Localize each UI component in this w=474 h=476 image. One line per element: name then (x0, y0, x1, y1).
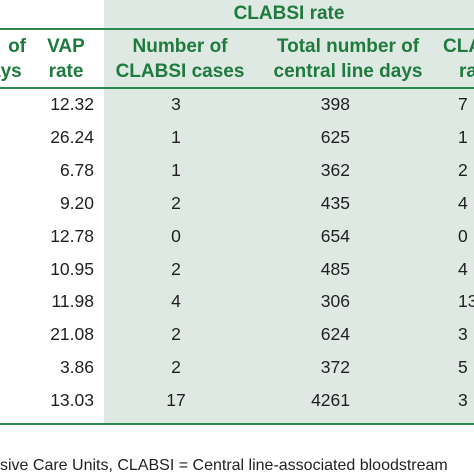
cell-clabsi-cases: 3 (171, 94, 181, 114)
header-vap-line1: VAP (47, 36, 85, 57)
cell-clabsi-cases: 2 (171, 193, 181, 213)
header-rate-line2: ra (459, 61, 474, 82)
cell-clabsi-rate: 1 (458, 127, 468, 147)
cell-central-line-days: 372 (320, 357, 350, 377)
table-bottom-rule (0, 423, 474, 425)
cell-central-line-days: 4261 (311, 390, 350, 410)
header-col0-line1: of (8, 36, 26, 57)
footnote: sive Care Units, CLABSI = Central line-a… (0, 457, 448, 474)
header-divider-bottom (0, 87, 474, 89)
cell-central-line-days: 435 (320, 193, 350, 213)
cell-clabsi-rate: 4 (458, 193, 468, 213)
group-header-clabsi-rate: CLABSI rate (233, 3, 345, 24)
cell-vap-rate: 10.95 (50, 259, 94, 279)
header-days-line1: Total number of (276, 36, 420, 57)
cell-vap-rate: 21.08 (50, 324, 94, 344)
cell-vap-rate: 13.03 (50, 390, 94, 410)
cell-clabsi-rate: 7 (458, 94, 468, 114)
header-cases-line2: CLABSI cases (115, 61, 245, 82)
cell-vap-rate: 6.78 (59, 160, 94, 180)
cell-clabsi-cases: 17 (166, 390, 186, 410)
cell-vap-rate: 12.78 (50, 226, 94, 246)
header-col0-line2: ays (0, 61, 22, 82)
cell-clabsi-rate: 3 (458, 324, 468, 344)
cell-clabsi-rate: 5 (458, 357, 468, 377)
cell-clabsi-cases: 2 (171, 357, 181, 377)
cell-vap-rate: 3.86 (59, 357, 94, 377)
cell-clabsi-cases: 0 (171, 226, 181, 246)
cell-clabsi-rate: 13 (458, 291, 474, 311)
cell-clabsi-cases: 1 (171, 160, 181, 180)
cell-vap-rate: 9.20 (59, 193, 94, 213)
cell-clabsi-cases: 1 (171, 127, 181, 147)
cell-clabsi-cases: 2 (171, 324, 181, 344)
cell-central-line-days: 398 (320, 94, 350, 114)
cell-clabsi-rate: 2 (458, 160, 468, 180)
cell-central-line-days: 625 (320, 127, 350, 147)
header-divider-top (0, 28, 474, 30)
cell-central-line-days: 624 (320, 324, 350, 344)
cell-vap-rate: 26.24 (50, 127, 94, 147)
cell-clabsi-cases: 2 (171, 259, 181, 279)
cell-vap-rate: 12.32 (50, 94, 94, 114)
cell-vap-rate: 11.98 (51, 291, 95, 311)
cell-central-line-days: 306 (320, 291, 350, 311)
header-cases-line1: Number of (132, 36, 228, 57)
cell-clabsi-rate: 4 (458, 259, 468, 279)
header-days-line2: central line days (273, 61, 423, 82)
cell-central-line-days: 362 (320, 160, 350, 180)
cell-clabsi-rate: 0 (458, 226, 468, 246)
cell-central-line-days: 654 (320, 226, 350, 246)
header-rate-line1: CLA (443, 36, 474, 57)
cell-central-line-days: 485 (320, 259, 350, 279)
clabsi-column-shading (104, 0, 474, 424)
cell-clabsi-cases: 4 (171, 291, 181, 311)
header-vap-line2: rate (48, 61, 84, 82)
cell-clabsi-rate: 3 (458, 390, 468, 410)
